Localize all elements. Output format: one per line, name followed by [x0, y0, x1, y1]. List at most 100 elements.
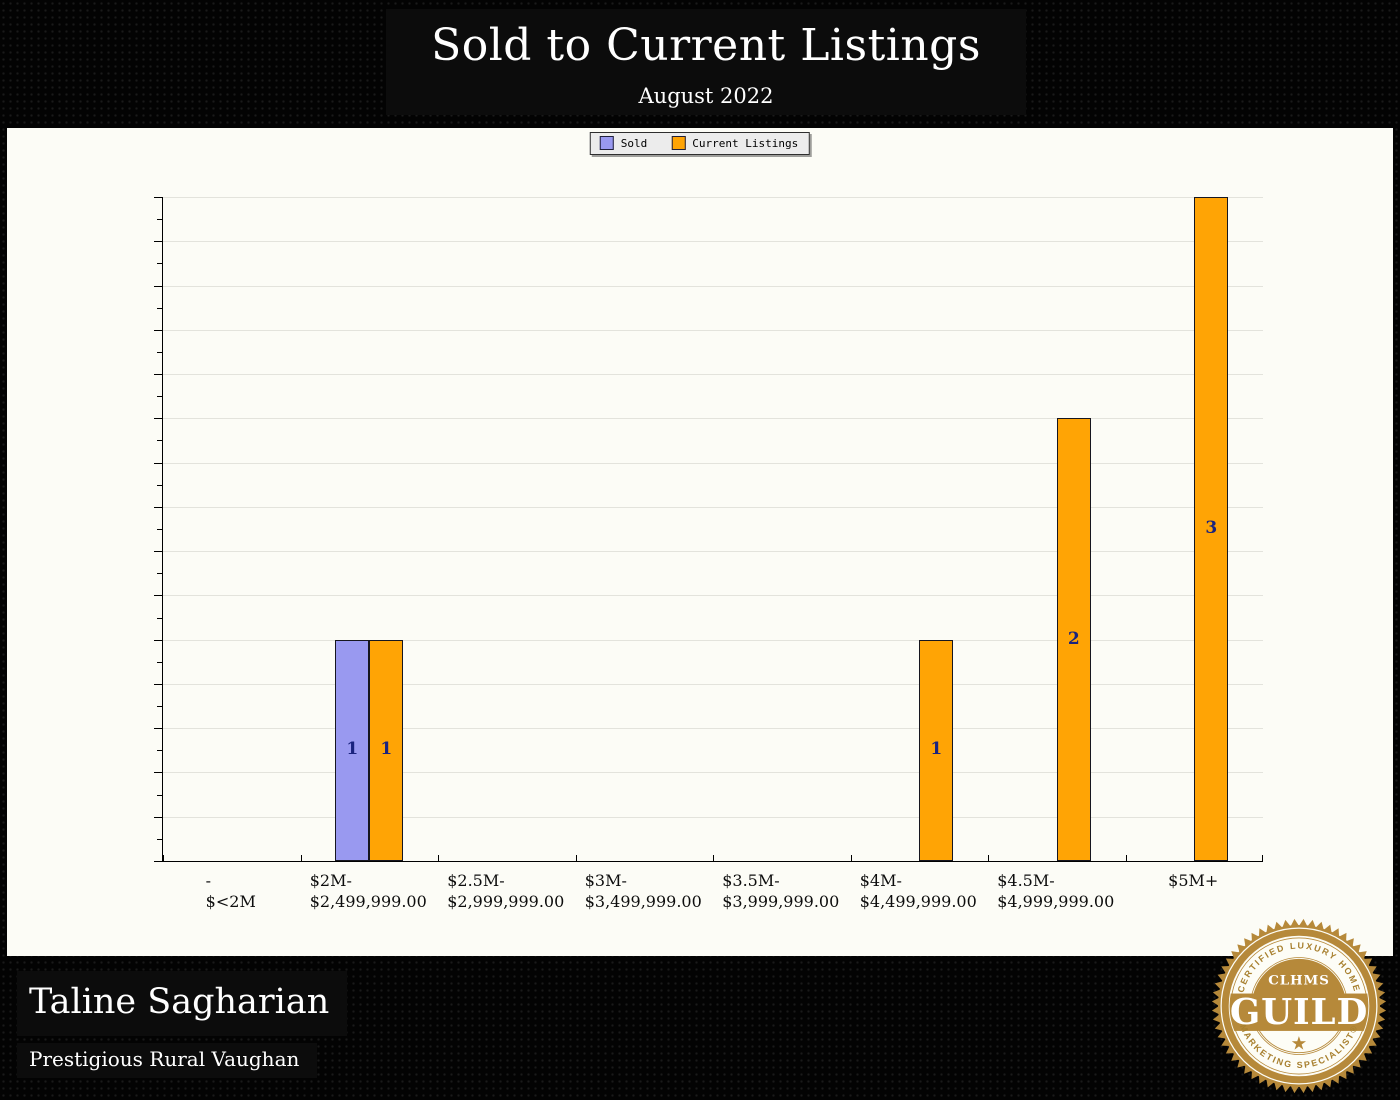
y-axis-tick — [157, 706, 162, 708]
bar-value-label: 1 — [380, 739, 393, 760]
x-axis-tick — [1125, 855, 1127, 861]
bar-current-listings — [1194, 197, 1229, 861]
gridline — [163, 418, 1263, 420]
y-axis-tick — [157, 396, 162, 398]
gridline — [163, 728, 1263, 730]
bar-current-listings — [919, 639, 954, 861]
x-axis-label: $5M+ — [1125, 870, 1263, 891]
x-axis-label: - $<2M — [162, 870, 300, 912]
gridline — [163, 329, 1263, 331]
x-axis-tick — [713, 855, 714, 861]
y-axis-tick — [157, 440, 162, 442]
bar-value-label: 3 — [1205, 518, 1218, 538]
x-axis-tick — [988, 855, 989, 861]
y-axis-tick — [154, 462, 162, 464]
gridline — [163, 462, 1263, 464]
y-axis-tick — [157, 794, 162, 796]
gridline — [163, 374, 1263, 376]
badge-clhms-text: CLHMS — [1268, 973, 1329, 989]
bar-value-label: 2 — [1067, 628, 1080, 649]
y-axis-tick — [154, 595, 162, 597]
gridline — [163, 772, 1263, 774]
y-axis-tick — [157, 484, 162, 486]
y-axis-tick — [157, 263, 162, 265]
gridline — [163, 683, 1263, 685]
bar-value-label: 1 — [346, 739, 359, 760]
y-axis-tick — [154, 861, 162, 862]
legend-label-sold: Sold — [620, 136, 648, 150]
y-axis-tick — [154, 329, 162, 331]
y-axis-tick — [154, 418, 162, 420]
gridline — [163, 551, 1263, 553]
x-axis-tick — [850, 855, 852, 861]
current-listings-color-swatch — [671, 136, 686, 150]
x-axis-tick — [438, 855, 439, 861]
agent-tagline: Prestigious Rural Vaughan — [17, 1043, 318, 1078]
y-axis-tick — [154, 285, 162, 287]
y-axis-tick — [154, 374, 162, 376]
badge-white-ring-line — [1220, 927, 1378, 1085]
gridline — [163, 285, 1263, 287]
y-axis-tick — [154, 506, 162, 508]
x-axis-label-text: $5M+ — [1168, 871, 1219, 890]
y-axis-tick — [157, 529, 162, 530]
y-axis-tick — [154, 772, 162, 774]
y-axis-tick — [154, 241, 162, 243]
y-axis-tick — [154, 197, 162, 198]
y-axis-tick — [157, 661, 162, 663]
x-axis-label-text: $3.5M- $3,999,999.00 — [722, 871, 840, 911]
gridline — [163, 639, 1263, 641]
y-axis-tick — [157, 617, 162, 619]
sold-color-swatch — [599, 136, 614, 150]
x-axis-label: $4.5M- $4,999,999.00 — [987, 870, 1125, 912]
x-axis-tick — [300, 855, 302, 861]
gridline — [163, 816, 1263, 818]
legend: Sold Current Listings — [589, 132, 811, 155]
x-axis-tick — [575, 855, 577, 861]
badge-guild-text: GUILD — [1230, 992, 1368, 1033]
chart-title: Sold to Current Listings — [431, 20, 981, 71]
y-axis-tick — [157, 219, 162, 221]
x-axis-labels: - $<2M $2M- $2,499,999.00 $2.5M- $2,999,999.0… — [162, 870, 1262, 926]
y-axis-tick — [154, 639, 162, 641]
badge-star-icon: ★ — [1291, 1034, 1308, 1055]
bar-current-listings — [369, 639, 404, 861]
legend-label-current-listings: Current Listings — [692, 136, 799, 150]
gridline — [163, 197, 1263, 198]
x-axis-label-text: $3M- $3,499,999.00 — [584, 871, 702, 911]
gridline — [163, 506, 1263, 508]
x-axis-tick — [163, 855, 164, 861]
x-axis-label: $4M- $4,499,999.00 — [850, 870, 988, 912]
legend-item-current-listings: Current Listings — [671, 136, 798, 150]
bar-current-listings — [1056, 418, 1091, 861]
x-axis-label: $3M- $3,499,999.00 — [575, 870, 713, 912]
x-axis-label-text: - $<2M — [205, 871, 256, 911]
bar-value-label: 1 — [930, 739, 943, 760]
y-axis-tick — [157, 750, 162, 752]
agent-name: Taline Sagharian — [17, 971, 348, 1036]
x-axis-label-text: $2.5M- $2,999,999.00 — [447, 871, 565, 911]
y-axis-tick — [154, 816, 162, 818]
y-axis-tick — [154, 728, 162, 730]
y-axis-tick — [157, 573, 162, 575]
chart-subtitle: August 2022 — [638, 84, 774, 108]
x-axis-label: $2.5M- $2,999,999.00 — [437, 870, 575, 912]
gridline — [163, 595, 1263, 597]
bar-sold — [335, 639, 370, 861]
chart-title-box: Sold to Current Listings August 2022 — [386, 9, 1026, 115]
y-axis-tick — [157, 351, 162, 353]
y-axis-tick — [154, 683, 162, 685]
legend-item-sold: Sold — [599, 136, 648, 150]
y-axis-tick — [157, 307, 162, 309]
y-axis-tick — [154, 551, 162, 553]
badge-inner-disc — [1251, 958, 1347, 1054]
x-axis-label: $2M- $2,499,999.00 — [300, 870, 438, 912]
gridline — [163, 241, 1263, 243]
badge-band-inner-line — [1250, 957, 1348, 1055]
x-axis-tick — [1262, 855, 1263, 861]
x-axis-label-text: $2M- $2,499,999.00 — [309, 871, 427, 911]
x-axis-label-text: $4.5M- $4,999,999.00 — [997, 871, 1115, 911]
